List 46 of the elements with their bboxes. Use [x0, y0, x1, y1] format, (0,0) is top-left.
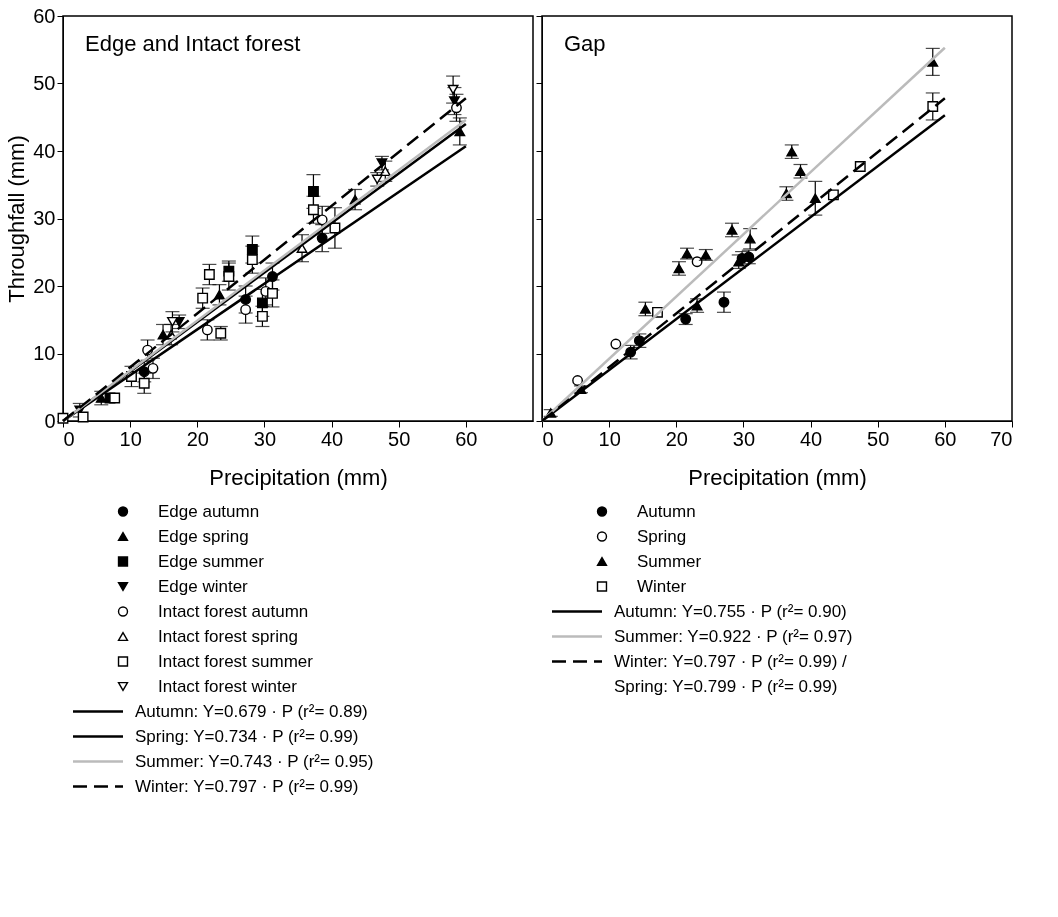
x-tick-label: 20 — [665, 427, 688, 450]
text: Edge and Intact forest — [85, 31, 301, 56]
x-tick-label: 60 — [934, 427, 957, 450]
x-axis-title: Precipitation (mm) — [688, 464, 867, 490]
legend-label: Autumn: Y=0.679 · P (r²= 0.89) — [135, 701, 368, 721]
legend-label: Edge spring — [158, 526, 249, 546]
x-tick-label: 40 — [320, 427, 344, 450]
y-axis-title: Throughfall (mm) — [4, 135, 30, 303]
legend-label: Edge summer — [158, 551, 265, 571]
legend-label: Edge autumn — [158, 501, 260, 521]
legend-label: Winter: Y=0.797 · P (r²= 0.99) — [135, 776, 359, 796]
x-tick-label: 70 — [990, 427, 1013, 450]
legend-label: Summer: Y=0.922 · P (r²= 0.97) — [614, 626, 853, 646]
legend-label: Autumn: Y=0.755 · P (r²= 0.90) — [614, 601, 847, 621]
y-tick-label: 0 — [44, 409, 56, 432]
x-tick-label: 0 — [63, 427, 75, 450]
legend-label: Summer — [637, 551, 702, 571]
x-tick-label: 40 — [799, 427, 823, 450]
legend-label: Summer: Y=0.743 · P (r²= 0.95) — [135, 751, 374, 771]
x-tick-label: 30 — [253, 427, 277, 450]
y-tick-label: 50 — [33, 72, 56, 94]
x-tick-label: 30 — [732, 427, 756, 450]
x-tick-label: 10 — [119, 427, 142, 450]
x-tick-label: 50 — [388, 427, 411, 450]
x-axis-title: Precipitation (mm) — [209, 464, 388, 490]
text: Gap — [564, 31, 606, 56]
x-tick-label: 50 — [867, 427, 890, 450]
legend-label: Spring: Y=0.734 · P (r²= 0.99) — [135, 726, 359, 746]
legend-label: Intact forest spring — [158, 626, 298, 646]
y-tick-label: 10 — [33, 342, 56, 364]
y-tick-label: 60 — [33, 4, 56, 27]
legend-label: Intact forest autumn — [158, 601, 309, 621]
x-tick-label: 10 — [598, 427, 621, 450]
y-tick-label: 30 — [33, 207, 56, 229]
x-tick-label: 20 — [186, 427, 209, 450]
legend-label: Intact forest winter — [158, 676, 298, 696]
legend-label: Intact forest summer — [158, 651, 314, 671]
y-tick-label: 20 — [33, 274, 56, 297]
legend-label: Spring — [637, 526, 687, 546]
y-tick-label: 40 — [33, 139, 56, 162]
legend-label: Autumn — [637, 501, 696, 521]
legend-label: Edge winter — [158, 576, 249, 596]
x-tick-label: 60 — [455, 427, 478, 450]
legend-label: Winter — [637, 576, 687, 596]
x-tick-label: 0 — [542, 427, 554, 450]
legend-label: Winter: Y=0.797 · P (r²= 0.99) / Spring: Y=0.799 · P (r²= 0.99) — [614, 651, 848, 696]
